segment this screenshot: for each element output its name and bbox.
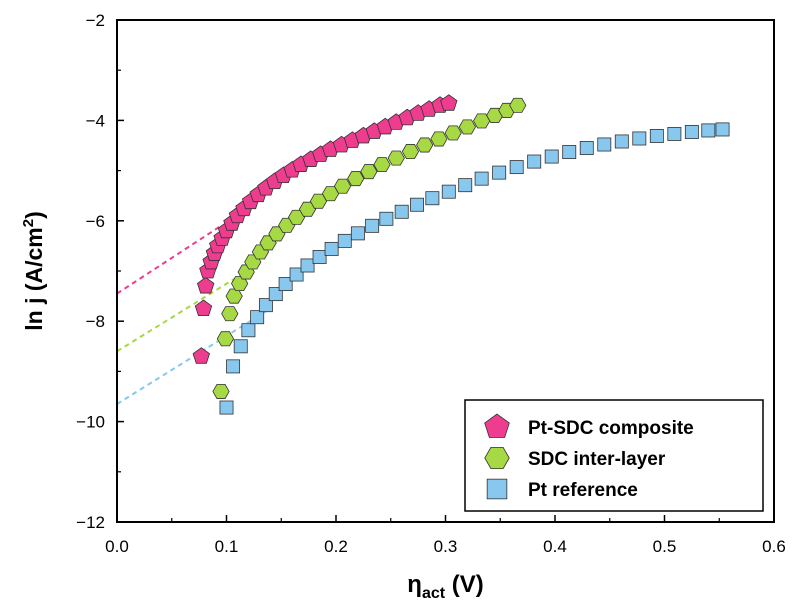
y-tick-label: −12	[76, 513, 105, 532]
data-point-pt-reference	[379, 211, 394, 226]
y-axis-title-sup: 2	[20, 219, 37, 227]
data-point-sdc-inter-layer	[387, 150, 405, 166]
data-point-pt-reference	[219, 400, 234, 415]
data-point-pt-reference	[337, 233, 352, 248]
x-axis-title-main: η	[407, 571, 422, 598]
legend-label-pt-sdc-composite: Pt-SDC composite	[528, 418, 694, 439]
data-point-pt-reference	[410, 197, 424, 212]
y-axis-title-end: )	[21, 211, 47, 219]
x-tick-label: 0.5	[653, 537, 677, 556]
ticks: 0.0 0.1 0.2 0.3 0.4 0.5 0.6 −12 −10 −8 −6 −4 −2	[76, 11, 786, 556]
y-tick-label: −6	[86, 212, 105, 231]
data-point-pt-reference	[579, 141, 594, 155]
data-point-pt-reference	[458, 178, 473, 193]
data-markers	[192, 94, 730, 415]
legend-box	[464, 399, 764, 512]
data-point-sdc-inter-layer	[333, 178, 352, 194]
data-point-sdc-inter-layer	[430, 131, 448, 147]
data-point-pt-reference	[632, 131, 647, 146]
data-point-pt-reference	[350, 226, 365, 241]
data-point-pt-reference	[300, 258, 315, 273]
series-pt-sdc-composite	[192, 94, 458, 364]
x-tick-label: 0.4	[543, 537, 567, 556]
legend-label-pt-reference: Pt reference	[528, 480, 638, 501]
data-point-sdc-inter-layer	[360, 164, 378, 180]
fit-lines	[116, 224, 271, 405]
data-point-sdc-inter-layer	[486, 107, 504, 123]
data-point-pt-reference	[527, 154, 542, 169]
y-axis-title: ln j (A/cm2)	[20, 211, 47, 331]
x-tick-label: 0.2	[324, 537, 348, 556]
data-point-pt-reference	[474, 171, 489, 186]
data-point-pt-reference	[544, 149, 559, 164]
data-point-pt-reference	[715, 122, 730, 137]
data-point-pt-reference	[394, 204, 409, 219]
y-tick-label: −2	[86, 11, 105, 30]
data-point-sdc-inter-layer	[216, 331, 235, 347]
data-point-pt-reference	[614, 134, 629, 149]
data-point-pt-reference	[312, 249, 327, 264]
data-point-pt-sdc-composite	[440, 94, 458, 111]
y-tick-label: −8	[86, 312, 105, 331]
data-point-pt-reference	[509, 160, 524, 175]
y-tick-label: −10	[76, 413, 105, 432]
legend-marker-pt-sdc-composite	[484, 413, 510, 438]
y-axis-title-main: ln j (A/cm	[21, 227, 47, 331]
data-point-sdc-inter-layer	[401, 144, 420, 159]
data-point-sdc-inter-layer	[416, 137, 434, 153]
data-point-pt-sdc-composite	[194, 299, 213, 317]
legend-marker-sdc-inter-layer	[484, 446, 510, 470]
data-point-sdc-inter-layer	[473, 113, 491, 129]
series-sdc-inter-layer	[212, 97, 527, 399]
data-point-pt-reference	[701, 123, 716, 138]
data-point-sdc-inter-layer	[444, 125, 462, 141]
data-point-pt-reference	[441, 184, 456, 199]
data-point-pt-reference	[562, 145, 577, 159]
data-point-pt-reference	[233, 339, 248, 354]
data-point-pt-reference	[241, 323, 256, 338]
legend-marker-pt-reference	[486, 478, 508, 500]
data-point-sdc-inter-layer	[221, 306, 239, 322]
data-point-pt-reference	[649, 129, 664, 143]
data-point-pt-sdc-composite	[192, 347, 211, 364]
data-point-pt-reference	[289, 267, 304, 282]
x-tick-label: 0.0	[105, 537, 129, 556]
data-point-sdc-inter-layer	[225, 288, 243, 304]
data-point-pt-reference	[226, 359, 241, 374]
series-pt-reference	[219, 122, 730, 415]
data-point-sdc-inter-layer	[212, 384, 230, 399]
data-point-pt-reference	[667, 126, 682, 141]
data-point-pt-reference	[278, 277, 293, 292]
data-point-pt-reference	[597, 137, 612, 152]
x-tick-label: 0.1	[215, 537, 239, 556]
data-point-sdc-inter-layer	[347, 171, 365, 187]
fit-line-pt-sdc-composite	[116, 224, 222, 295]
data-point-pt-sdc-composite	[197, 276, 215, 294]
data-point-sdc-inter-layer	[509, 97, 527, 113]
data-point-pt-reference	[258, 298, 273, 313]
data-point-pt-reference	[684, 124, 699, 139]
legend-label-sdc-inter-layer: SDC inter-layer	[528, 449, 666, 470]
data-point-pt-reference	[324, 241, 339, 256]
x-axis-title-unit: (V)	[445, 571, 484, 598]
data-point-pt-reference	[492, 165, 507, 180]
data-point-pt-reference	[250, 310, 265, 325]
y-tick-label: −4	[86, 111, 105, 130]
x-axis-title: ηact (V)	[407, 571, 483, 602]
x-tick-label: 0.6	[762, 537, 786, 556]
x-axis-title-sub: act	[422, 585, 446, 602]
x-tick-label: 0.3	[434, 537, 458, 556]
data-point-sdc-inter-layer	[458, 119, 477, 135]
data-point-pt-reference	[365, 218, 380, 233]
data-point-pt-reference	[425, 191, 440, 206]
legend: Pt-SDC composite SDC inter-layer Pt refere…	[464, 399, 764, 512]
data-point-sdc-inter-layer	[373, 157, 391, 173]
